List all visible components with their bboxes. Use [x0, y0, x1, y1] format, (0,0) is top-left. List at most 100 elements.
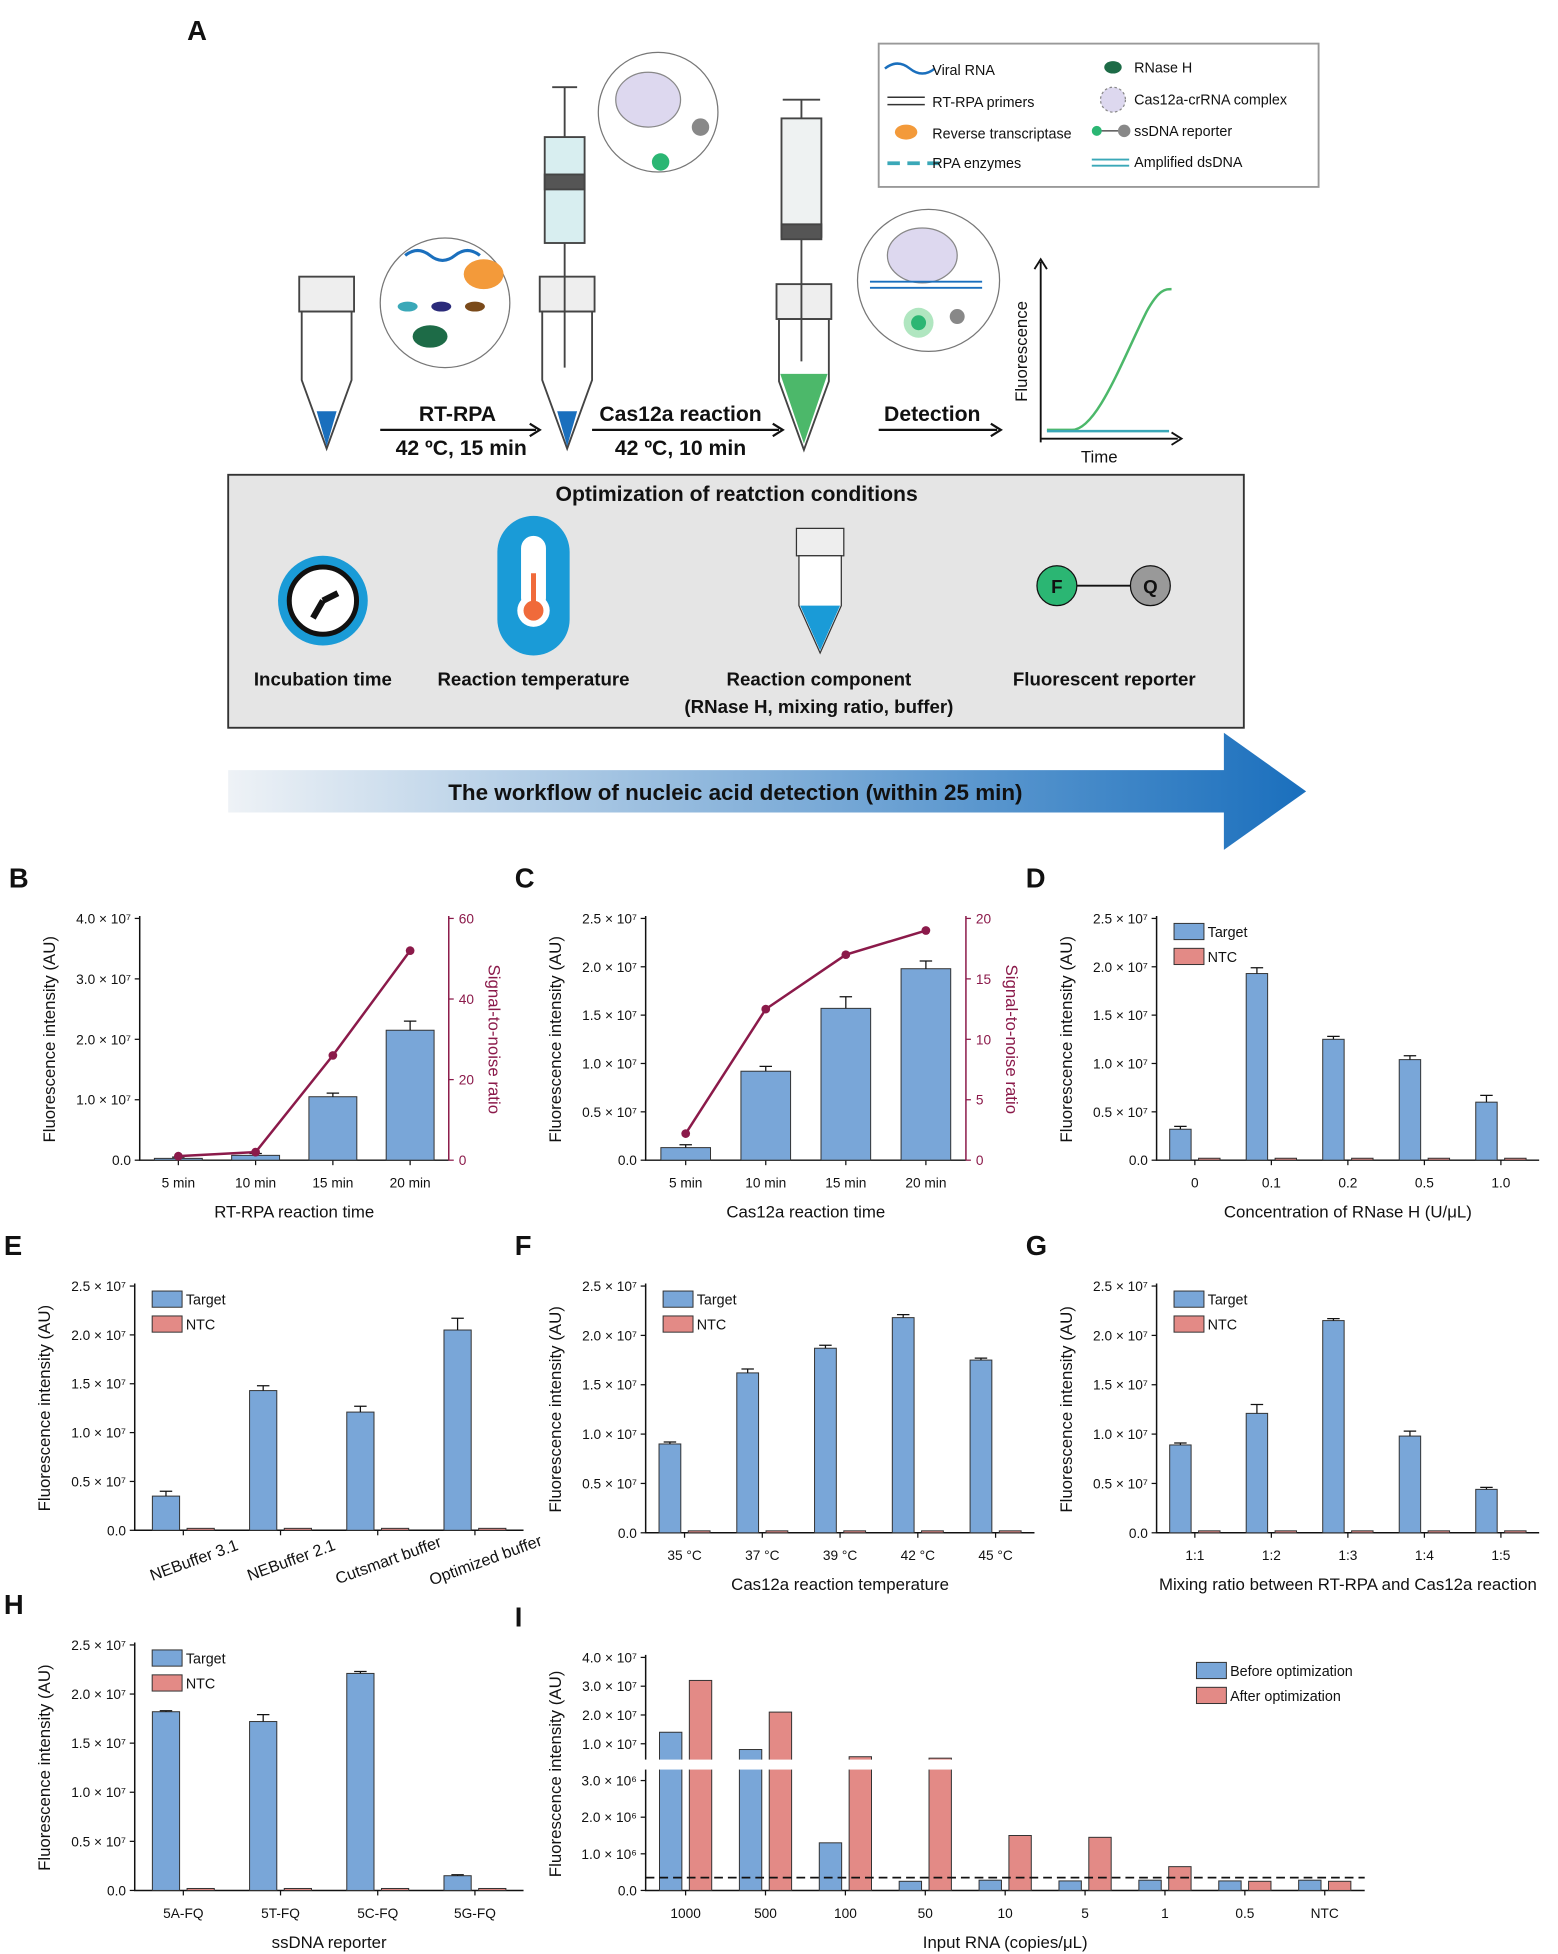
y-tick-label: 1.5 × 10⁷	[582, 1378, 637, 1393]
error-bar	[741, 1368, 754, 1373]
y-tick-label: 1.5 × 10⁷	[71, 1736, 126, 1751]
x-tick-label: 1:5	[1491, 1548, 1510, 1563]
bar	[848, 1756, 873, 1891]
error-bar	[1250, 967, 1264, 974]
error-bar	[663, 1441, 677, 1444]
legend-swatch	[662, 1290, 694, 1308]
bar	[478, 1527, 507, 1531]
step-label: Detection	[884, 403, 980, 426]
step-label: RT-RPA	[419, 403, 496, 426]
legend-label: NTC	[1208, 950, 1237, 966]
legend-label: NTC	[697, 1318, 726, 1334]
panel-letter: C	[515, 862, 535, 893]
legend-swatch	[1173, 947, 1205, 966]
icon-q	[1129, 565, 1171, 607]
x-tick-label: 10	[998, 1906, 1014, 1921]
plot-axes	[1033, 257, 1184, 446]
bar	[765, 1530, 789, 1534]
box-title: Optimization of reatction conditions	[555, 483, 917, 506]
legend-label: Before optimization	[1230, 1664, 1353, 1680]
x-tick-label: 0	[1191, 1176, 1199, 1191]
bar	[818, 1842, 843, 1891]
bar	[687, 1530, 711, 1534]
workflow-arrow	[228, 732, 1307, 850]
y-tick-label: 0.5 × 10⁷	[71, 1834, 126, 1849]
legend-label: After optimization	[1230, 1689, 1341, 1705]
panel-letter: B	[9, 862, 29, 893]
bar	[1169, 1128, 1192, 1161]
legend-swatch	[1173, 922, 1205, 941]
y-tick-label: 1.0 × 10⁶	[581, 1847, 637, 1862]
x-axis-title: Input RNA (copies/μL)	[923, 1933, 1088, 1952]
bar	[1398, 1435, 1422, 1534]
y-tick-label: 1.5 × 10⁷	[582, 1008, 637, 1023]
bar	[1008, 1835, 1032, 1891]
y-tick-label: 1.5 × 10⁷	[1093, 1378, 1148, 1393]
y-axis-title: Fluorescence intensity (AU)	[40, 936, 59, 1143]
y2-tick-label: 20	[976, 911, 992, 926]
error-bar	[451, 1317, 464, 1331]
y2-tick-label: 5	[976, 1093, 984, 1108]
x-axis-title: Mixing ratio between RT-RPA and Cas12a r…	[1159, 1575, 1537, 1594]
bar	[688, 1679, 713, 1891]
x-tick-label: 0.1	[1262, 1176, 1281, 1191]
x-tick-label: 50	[918, 1906, 934, 1921]
curve	[1046, 287, 1172, 432]
error-bar	[256, 1714, 270, 1722]
bar	[1322, 1320, 1345, 1534]
legend-swatch	[151, 1290, 183, 1308]
legend-swatch	[1173, 1290, 1205, 1308]
line	[178, 949, 412, 1158]
icon-rna	[404, 248, 481, 263]
x-tick-label: 0.2	[1338, 1176, 1357, 1191]
y-tick-label: 1.5 × 10⁷	[71, 1377, 126, 1392]
x-axis-title: ssDNA reporter	[272, 1933, 387, 1952]
y2-tick-label: 10	[976, 1032, 992, 1047]
legend-label: Target	[1208, 1293, 1248, 1309]
y-axis-title: Fluorescence intensity (AU)	[546, 936, 565, 1143]
x-tick-label: 0.5	[1415, 1176, 1434, 1191]
legend-label: RPA enzymes	[932, 156, 1021, 172]
x-tick-label: Optimized buffer	[427, 1532, 545, 1590]
y-tick-label: 1.0 × 10⁷	[1093, 1056, 1148, 1071]
legend-swatch	[151, 1674, 183, 1692]
icon-rna	[884, 62, 936, 75]
x-tick-label: NEBuffer 3.1	[148, 1536, 241, 1585]
tubes	[298, 275, 833, 453]
y-tick-label: 1.0 × 10⁷	[1093, 1427, 1148, 1442]
bar	[820, 1007, 872, 1161]
legend-label: NTC	[1208, 1318, 1237, 1334]
error-bar	[159, 1490, 173, 1497]
point	[681, 1129, 691, 1138]
y2-tick-label: 0	[459, 1153, 467, 1168]
panel-a: A Viral RNA RT-RPA primers Reverse trans…	[187, 15, 1320, 850]
bar	[443, 1329, 472, 1531]
legend-label: Cas12a-crRNA complex	[1134, 93, 1288, 109]
x-tick-label: 15 min	[825, 1176, 866, 1191]
arrows	[380, 422, 1003, 438]
legend-box	[877, 42, 1320, 188]
y-tick-label: 2.0 × 10⁷	[1093, 960, 1148, 975]
bar	[1298, 1879, 1322, 1891]
bar	[740, 1070, 792, 1161]
y-tick-label: 0.5 × 10⁷	[71, 1474, 126, 1489]
item-label: Reaction component	[726, 668, 911, 689]
item-label: Fluorescent reporter	[1013, 668, 1196, 689]
x-tick-label: 1000	[670, 1906, 701, 1921]
icon-rpa	[431, 301, 452, 312]
bar	[900, 968, 952, 1161]
y-tick-label: 3.0 × 10⁷	[582, 1679, 637, 1694]
bar	[898, 1880, 923, 1891]
legend-label: Target	[186, 1293, 226, 1309]
icon-tube	[798, 555, 842, 655]
bar	[1504, 1530, 1527, 1534]
y-tick-label: 1.0 × 10⁷	[582, 1427, 637, 1442]
error-bar	[1327, 1035, 1340, 1040]
bar	[814, 1347, 837, 1534]
icon-dsdna	[869, 280, 983, 289]
bar	[1058, 1880, 1082, 1891]
legend-swatch	[1195, 1686, 1227, 1705]
item-label: Reaction temperature	[437, 668, 629, 689]
icon-f	[651, 153, 670, 171]
x-tick-label: 5T-FQ	[261, 1906, 300, 1921]
